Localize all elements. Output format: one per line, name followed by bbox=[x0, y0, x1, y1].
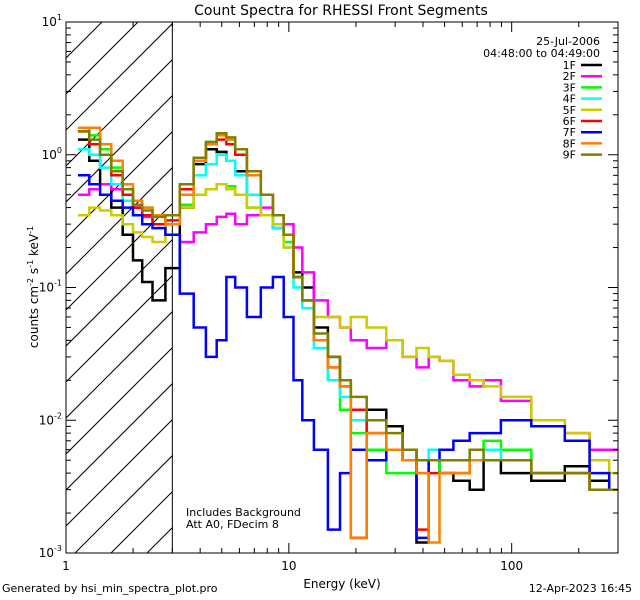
legend-label: 3F bbox=[563, 81, 576, 94]
y-tick-label: 101 bbox=[42, 13, 62, 29]
series-4F bbox=[77, 148, 618, 491]
x-tick-label: 10 bbox=[281, 559, 296, 573]
y-tick-label: 100 bbox=[42, 146, 62, 162]
series-7F bbox=[77, 174, 618, 540]
axes: 1 10 100 10-3 10-2 10-1 100 101 bbox=[39, 13, 619, 573]
legend-label: 1F bbox=[563, 59, 576, 72]
legend-label: 2F bbox=[563, 70, 576, 83]
legend-label: 5F bbox=[563, 104, 576, 117]
footer-timestamp: 12-Apr-2023 16:45 bbox=[528, 582, 632, 595]
hatch-lines bbox=[66, 22, 173, 553]
x-axis-label: Energy (keV) bbox=[303, 577, 380, 591]
legend-label: 7F bbox=[563, 126, 576, 139]
x-tick-label: 100 bbox=[500, 559, 523, 573]
y-axis-label: counts cm-2 s-1 keV-1 bbox=[26, 226, 41, 348]
excluded-region bbox=[66, 22, 173, 553]
footer-generated-by: Generated by hsi_min_spectra_plot.pro bbox=[2, 582, 218, 595]
legend-label: 4F bbox=[563, 93, 576, 106]
series-lines bbox=[77, 126, 618, 544]
legend-label: 9F bbox=[563, 149, 576, 162]
date-label: 25-Jul-2006 bbox=[536, 35, 600, 48]
y-tick-label: 10-1 bbox=[39, 279, 62, 295]
y-tick-label: 10-3 bbox=[39, 544, 62, 560]
time-range-label: 04:48:00 to 04:49:00 bbox=[483, 47, 600, 60]
legend-label: 8F bbox=[563, 137, 576, 150]
series-3F bbox=[77, 126, 618, 491]
y-tick-label: 10-2 bbox=[39, 411, 62, 427]
annotation-text: Att A0, FDecim 8 bbox=[186, 518, 279, 531]
x-tick-label: 1 bbox=[62, 559, 70, 573]
chart-title: Count Spectra for RHESSI Front Segments bbox=[194, 3, 488, 19]
series-1F bbox=[77, 138, 618, 544]
annotation-text: Includes Background bbox=[186, 506, 301, 519]
legend-label: 6F bbox=[563, 115, 576, 128]
series-6F bbox=[77, 130, 618, 531]
series-9F bbox=[77, 130, 618, 491]
